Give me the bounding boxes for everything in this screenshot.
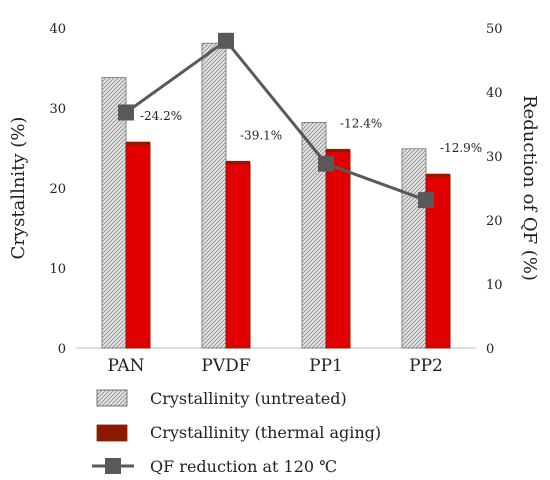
category-label-pp1: PP1 <box>309 356 343 376</box>
qf-reduction-line <box>125 38 427 202</box>
bar-thermal-pp1 <box>325 149 351 349</box>
legend: Crystallinity (untreated) Crystallinity … <box>92 389 381 476</box>
qf-marker-pvdf <box>218 32 234 49</box>
category-label-pan: PAN <box>107 356 144 376</box>
legend-item-qf: QF reduction at 120 ℃ <box>92 457 337 476</box>
bar-untreated-pvdf <box>201 42 227 349</box>
legend-marker-qf <box>105 458 121 474</box>
y2-tick-label: 50 <box>486 22 503 37</box>
y2-tick-label: 30 <box>486 150 503 165</box>
qf-marker-pp2 <box>418 192 434 209</box>
legend-item-untreated: Crystallinity (untreated) <box>96 389 347 408</box>
bar-thermal-pan <box>125 142 151 349</box>
y2-axis-title: Reduction of QF (%) <box>519 95 540 281</box>
bar-untreated-pp2 <box>401 148 427 349</box>
bar-thermal-pvdf <box>225 161 251 349</box>
data-label-pan: -24.2% <box>140 109 182 123</box>
legend-swatch-thermal <box>96 424 128 442</box>
legend-swatch-untreated <box>96 389 128 407</box>
category-label-pp2: PP2 <box>409 356 443 376</box>
y-axis-title: Crystallnity (%) <box>8 117 29 260</box>
data-label-pp1: -12.4% <box>340 116 382 130</box>
data-label-pp2: -12.9% <box>440 141 482 155</box>
y-tick-label: 30 <box>49 102 66 117</box>
y2-tick-label: 10 <box>486 278 503 293</box>
legend-label-thermal: Crystallinity (thermal aging) <box>150 423 381 442</box>
y-tick-label: 10 <box>49 262 66 277</box>
legend-label-qf: QF reduction at 120 ℃ <box>150 457 337 476</box>
bar-thermal-cap-pan <box>126 141 150 145</box>
bar-thermal-cap-pvdf <box>226 160 250 164</box>
y2-tick-label: 0 <box>486 342 494 357</box>
y-tick-label: 0 <box>58 342 66 357</box>
category-label-pvdf: PVDF <box>201 356 250 376</box>
bar-thermal-cap-pp1 <box>326 148 350 152</box>
y-tick-label: 40 <box>49 22 66 37</box>
qf-marker-pan <box>118 104 134 121</box>
y-tick-label: 20 <box>49 182 66 197</box>
qf-marker-pp1 <box>318 155 334 172</box>
data-label-pvdf: -39.1% <box>240 128 282 142</box>
legend-item-thermal: Crystallinity (thermal aging) <box>96 423 381 442</box>
legend-label-untreated: Crystallinity (untreated) <box>150 389 347 408</box>
y2-tick-label: 20 <box>486 214 503 229</box>
y2-tick-label: 40 <box>486 86 503 101</box>
bar-thermal-cap-pp2 <box>426 173 450 177</box>
